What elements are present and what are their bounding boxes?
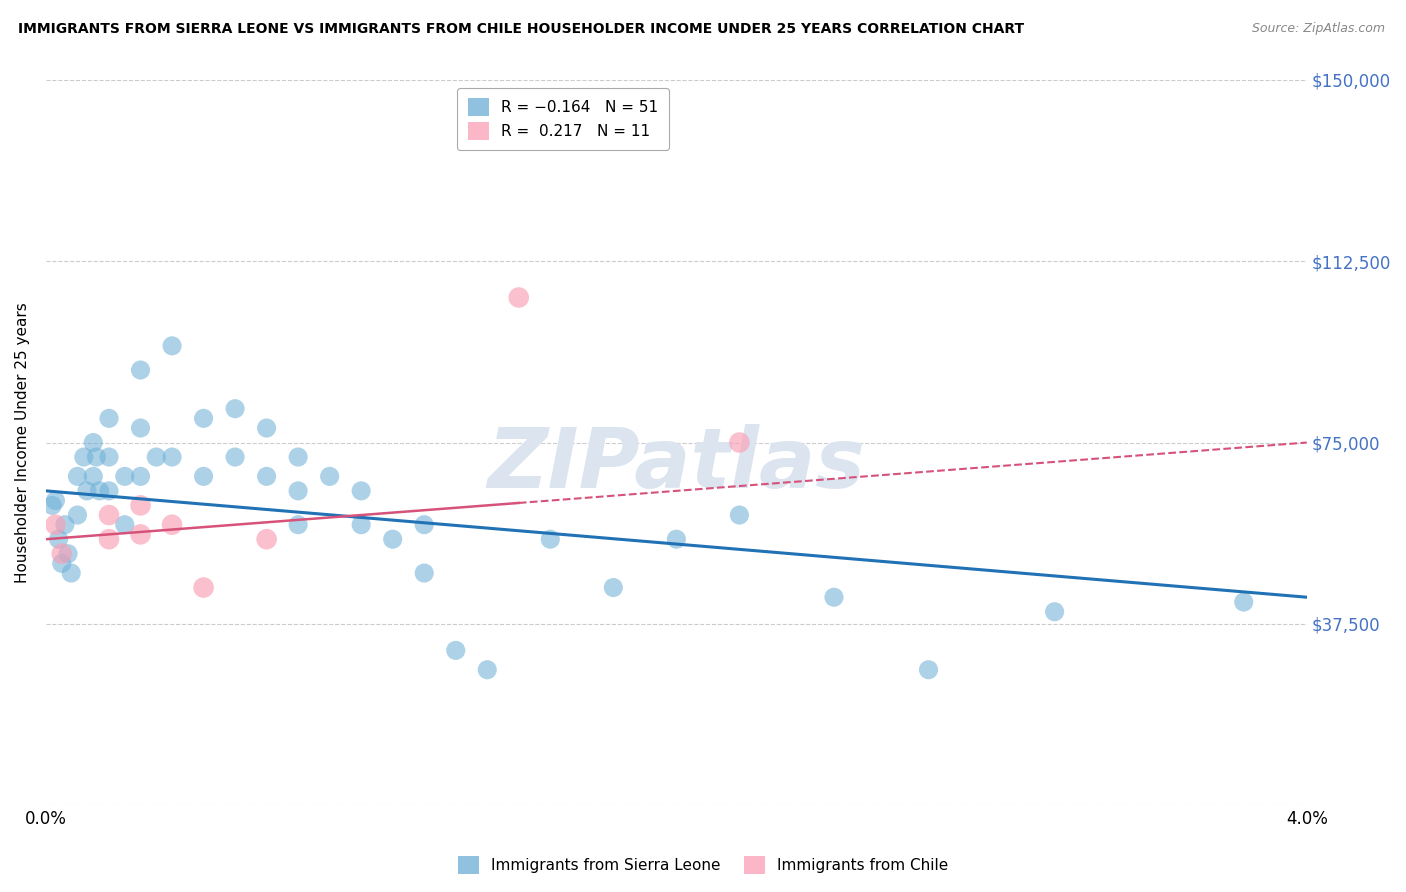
Point	[98, 532, 121, 546]
Point	[98, 450, 121, 464]
Point	[129, 499, 152, 513]
Point	[224, 450, 246, 464]
Point	[44, 517, 66, 532]
Point	[66, 469, 89, 483]
Point	[82, 435, 104, 450]
Text: Source: ZipAtlas.com: Source: ZipAtlas.com	[1251, 22, 1385, 36]
Point	[413, 566, 436, 580]
Point	[73, 450, 96, 464]
Point	[114, 469, 136, 483]
Point	[287, 450, 309, 464]
Point	[48, 532, 70, 546]
Point	[56, 547, 79, 561]
Point	[287, 483, 309, 498]
Point	[98, 411, 121, 425]
Point	[413, 517, 436, 532]
Legend: R = −0.164   N = 51, R =  0.217   N = 11: R = −0.164 N = 51, R = 0.217 N = 11	[457, 87, 669, 151]
Point	[287, 517, 309, 532]
Point	[728, 508, 751, 522]
Point	[129, 421, 152, 435]
Point	[41, 499, 63, 513]
Point	[823, 591, 845, 605]
Point	[98, 483, 121, 498]
Point	[129, 469, 152, 483]
Point	[256, 532, 278, 546]
Point	[60, 566, 83, 580]
Point	[538, 532, 561, 546]
Text: ZIPatlas: ZIPatlas	[488, 424, 865, 505]
Point	[160, 517, 183, 532]
Point	[477, 663, 499, 677]
Point	[350, 517, 373, 532]
Point	[350, 483, 373, 498]
Point	[98, 508, 121, 522]
Point	[444, 643, 467, 657]
Text: IMMIGRANTS FROM SIERRA LEONE VS IMMIGRANTS FROM CHILE HOUSEHOLDER INCOME UNDER 2: IMMIGRANTS FROM SIERRA LEONE VS IMMIGRAN…	[18, 22, 1025, 37]
Point	[89, 483, 111, 498]
Point	[86, 450, 108, 464]
Point	[256, 421, 278, 435]
Point	[728, 435, 751, 450]
Point	[53, 517, 76, 532]
Point	[917, 663, 939, 677]
Point	[129, 527, 152, 541]
Point	[114, 517, 136, 532]
Point	[665, 532, 688, 546]
Point	[508, 291, 530, 305]
Point	[193, 411, 215, 425]
Point	[145, 450, 167, 464]
Point	[1043, 605, 1066, 619]
Point	[318, 469, 340, 483]
Point	[51, 547, 73, 561]
Point	[66, 508, 89, 522]
Point	[602, 581, 624, 595]
Point	[193, 469, 215, 483]
Point	[51, 557, 73, 571]
Point	[82, 469, 104, 483]
Point	[193, 581, 215, 595]
Point	[1233, 595, 1256, 609]
Legend: Immigrants from Sierra Leone, Immigrants from Chile: Immigrants from Sierra Leone, Immigrants…	[451, 850, 955, 880]
Point	[160, 450, 183, 464]
Point	[224, 401, 246, 416]
Point	[76, 483, 98, 498]
Y-axis label: Householder Income Under 25 years: Householder Income Under 25 years	[15, 302, 30, 582]
Point	[160, 339, 183, 353]
Point	[256, 469, 278, 483]
Point	[129, 363, 152, 377]
Point	[44, 493, 66, 508]
Point	[381, 532, 404, 546]
